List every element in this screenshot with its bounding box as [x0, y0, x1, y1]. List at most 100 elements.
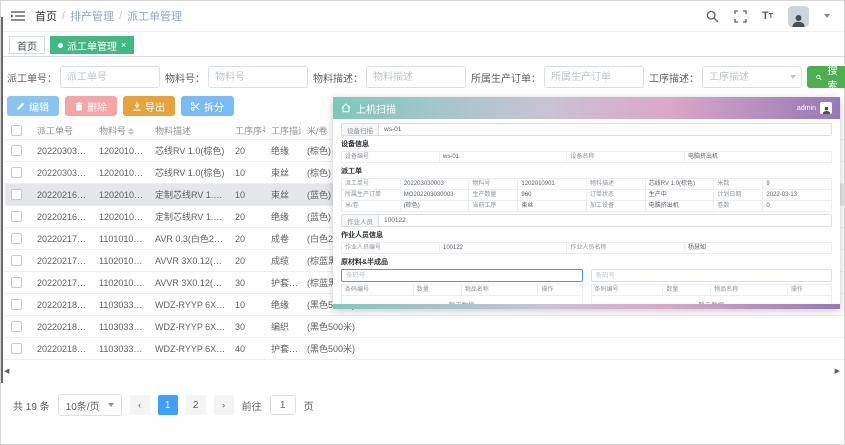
user-avatar[interactable]: [788, 5, 809, 27]
row-checkbox[interactable]: [11, 211, 22, 223]
row-checkbox[interactable]: [11, 145, 22, 157]
empty-text: 暂无数据: [342, 296, 582, 305]
cell-process-desc: 绝缘: [265, 139, 301, 162]
row-checkbox[interactable]: [11, 255, 22, 267]
field-value: MO202203030003: [400, 190, 470, 201]
fullscreen-icon[interactable]: [734, 9, 747, 23]
filter-material-desc-label: 物料描述：: [313, 73, 363, 85]
field-label: 物料描述: [586, 179, 646, 190]
scan-panel-user[interactable]: admin: [797, 102, 832, 114]
process-desc-select-input[interactable]: [702, 66, 802, 88]
row-checkbox[interactable]: [11, 299, 22, 311]
chevron-down-icon: [790, 75, 796, 79]
cell-dispatch-no: 202203030003: [31, 139, 93, 162]
page-button-2[interactable]: 2: [185, 395, 206, 415]
scroll-left-icon[interactable]: ◀: [4, 368, 10, 375]
close-icon[interactable]: ×: [121, 39, 127, 50]
col-process-seq[interactable]: 工序序号: [229, 121, 265, 140]
field-label: 卷数: [714, 201, 764, 212]
material-col-header: 操作: [787, 285, 831, 296]
search-button[interactable]: 搜索: [807, 66, 845, 92]
row-checkbox[interactable]: [11, 277, 22, 289]
col-material-desc[interactable]: 物料描述: [149, 121, 229, 140]
material-barcode-input[interactable]: [341, 269, 583, 282]
row-checkbox-cell: [5, 271, 31, 294]
field-value: 0: [763, 201, 832, 212]
breadcrumb-separator: /: [62, 10, 66, 22]
split-icon: [191, 101, 200, 111]
row-checkbox[interactable]: [11, 167, 22, 179]
field-value: 生产中: [645, 190, 715, 201]
select-all-checkbox[interactable]: [11, 124, 22, 136]
cell-material-no: 11030333067205: [93, 337, 149, 360]
split-button[interactable]: 拆分: [181, 96, 234, 116]
col-process-desc[interactable]: 工序描述: [265, 121, 301, 140]
row-checkbox-cell: [5, 337, 31, 360]
table-row[interactable]: 202202180001 11030333067205 WDZ-RYYP 6X1…: [5, 337, 844, 360]
table-row[interactable]: 202202180001 11030333067205 WDZ-RYYP 6X1…: [5, 315, 844, 338]
col-material-no[interactable]: 物料号: [93, 121, 149, 140]
scroll-right-icon[interactable]: ▶: [834, 368, 840, 375]
field-label: 计划日期: [714, 190, 764, 201]
goto-page-input[interactable]: [269, 395, 296, 415]
export-button[interactable]: 导出: [123, 96, 175, 116]
page-button-1[interactable]: 1: [157, 395, 178, 415]
row-checkbox-cell: [5, 205, 31, 228]
material-desc-input[interactable]: [366, 66, 466, 88]
row-checkbox[interactable]: [11, 343, 22, 355]
breadcrumb-home[interactable]: 首页: [35, 11, 57, 23]
edit-button[interactable]: 编辑: [7, 96, 59, 116]
field-value: 杨慧如: [684, 243, 832, 254]
material-table-left-header: 条码编号 数量 物品名称 操作: [342, 285, 582, 296]
pagination-total: 共 19 条: [13, 401, 50, 413]
empty-text: 暂无数据: [592, 296, 832, 305]
filter-production-order-label: 所属生产订单：: [471, 73, 541, 85]
tab-dispatch-management[interactable]: 派工单管理 ×: [50, 36, 135, 54]
row-checkbox[interactable]: [11, 233, 22, 245]
filter-production-order: 所属生产订单：: [471, 66, 644, 88]
row-checkbox[interactable]: [11, 321, 22, 333]
materials-title: 原材料&半成品: [341, 259, 389, 266]
field-value: 100122: [440, 243, 568, 254]
tab-home[interactable]: 首页: [9, 36, 45, 54]
page-size-select[interactable]: 10条/页: [57, 394, 122, 416]
dropdown-caret-icon[interactable]: [824, 14, 830, 18]
next-page-button[interactable]: ›: [213, 395, 234, 415]
col-dispatch-no[interactable]: 派工单号: [31, 121, 93, 140]
hamburger-menu-icon[interactable]: [11, 10, 25, 22]
scan-panel-title: 上机扫描: [356, 104, 396, 116]
material-col-header: 操作: [538, 285, 582, 296]
cell-material-desc: AVR 0.3(白色200米): [149, 227, 229, 250]
edit-icon: [17, 102, 25, 110]
filter-material-desc: 物料描述：: [313, 66, 466, 88]
operator-scan-input[interactable]: [378, 214, 832, 227]
row-checkbox-cell: [5, 293, 31, 316]
tab-home-label: 首页: [17, 41, 37, 53]
device-scan-input[interactable]: [378, 123, 832, 136]
row-checkbox[interactable]: [11, 189, 22, 201]
home-icon: [341, 103, 351, 113]
prev-page-button[interactable]: ‹: [129, 395, 150, 415]
search-icon[interactable]: [706, 10, 719, 23]
cell-process-seq: 20: [229, 205, 265, 228]
semi-finished-barcode-input[interactable]: [590, 269, 832, 282]
sort-icon[interactable]: [128, 127, 135, 135]
delete-button[interactable]: 删除: [65, 96, 117, 116]
material-no-input[interactable]: [208, 66, 308, 88]
cell-material-no: 11030333067205: [93, 315, 149, 338]
cell-material-no: 11020100000127: [93, 271, 149, 294]
field-label: 物料号: [469, 179, 519, 190]
action-button-bar: 编辑 删除 导出 拆分: [1, 92, 844, 121]
process-desc-select[interactable]: [702, 66, 802, 88]
row-checkbox-cell: [5, 315, 31, 338]
cell-material-no: 1202010901: [93, 161, 149, 184]
chevron-down-icon: [107, 403, 114, 407]
cell-dispatch-no: 202202160001: [31, 205, 93, 228]
dispatch-no-input[interactable]: [60, 66, 160, 88]
row-checkbox-cell: [5, 139, 31, 162]
production-order-input[interactable]: [544, 66, 644, 88]
breadcrumb-scheduling[interactable]: 排产管理: [70, 11, 115, 23]
row-checkbox-cell: [5, 227, 31, 250]
cell-material-desc: 芯线RV 1.0(棕色): [149, 139, 229, 162]
